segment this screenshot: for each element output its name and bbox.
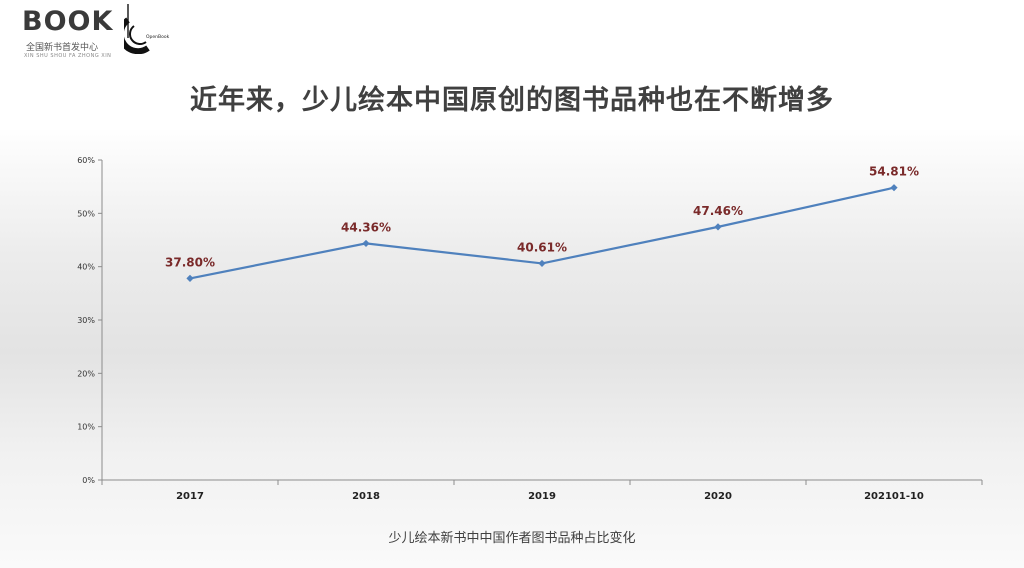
data-point-marker [186,274,194,282]
data-point-marker [538,259,546,268]
data-label: 37.80% [165,255,215,269]
x-tick-label: 202101-10 [864,491,924,502]
chart-caption: 少儿绘本新书中中国作者图书品种占比变化 [388,531,636,546]
data-point-marker [362,239,370,248]
header-band [0,0,1024,130]
page-title: 近年来，少儿绘本中国原创的图书品种也在不断增多 [190,85,834,116]
x-tick-label: 2017 [176,491,204,502]
y-tick-label: 60% [77,156,95,165]
x-tick-label: 2019 [528,491,556,502]
data-label: 40.61% [517,240,567,254]
data-label: 44.36% [341,220,391,234]
openbook-logo-icon: OpenBook [124,4,170,54]
data-label: 47.46% [693,204,743,218]
data-point-marker [714,223,722,231]
data-label: 54.81% [869,165,919,179]
y-tick-label: 20% [77,369,95,378]
openbook-logo-label: OpenBook [146,34,170,40]
data-point-marker [890,184,898,192]
logo-subtitle: 全国新书首发中心 [26,43,99,53]
logo-subtitle-en: XIN SHU SHOU FA ZHONG XIN [24,53,112,59]
y-tick-label: 30% [77,316,95,325]
x-tick-label: 2018 [352,491,380,502]
y-tick-label: 50% [77,209,95,218]
y-tick-label: 10% [77,423,95,432]
x-tick-label: 2020 [704,491,732,502]
y-tick-label: 0% [82,476,95,485]
y-tick-label: 40% [77,263,95,272]
logo-book-text: BOOK [22,6,114,37]
